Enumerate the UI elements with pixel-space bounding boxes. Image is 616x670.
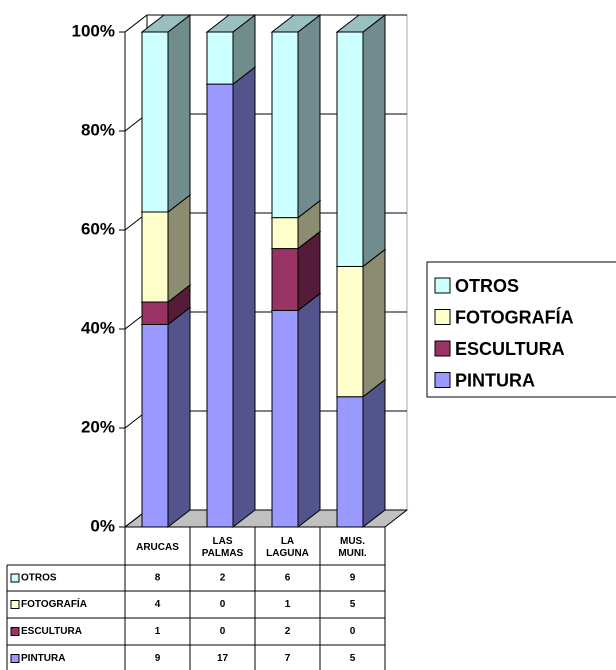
table-cell: 5 (350, 653, 356, 664)
bar (336, 31, 364, 267)
y-tick-label: 100% (72, 21, 115, 40)
y-tick-label: 0% (90, 516, 115, 535)
table-cell: 9 (350, 573, 356, 584)
bar (271, 217, 299, 250)
legend-label: ESCULTURA (455, 339, 565, 359)
bar (141, 301, 169, 325)
table-header: LAS PALMAS (202, 536, 244, 559)
table-cell: 5 (350, 599, 356, 610)
bar (271, 31, 299, 219)
bar-side (362, 248, 386, 398)
table-key (10, 627, 20, 636)
table-row-label: PINTURA (21, 653, 65, 664)
bar (336, 265, 364, 398)
table-cell: 0 (220, 626, 226, 637)
table-header: LA LAGUNA (266, 536, 309, 559)
bar (271, 248, 299, 311)
bar-side (167, 13, 191, 214)
bar-side (362, 378, 386, 529)
table-cell: 1 (155, 626, 161, 637)
table-cell: 4 (155, 599, 161, 610)
bar (206, 83, 234, 528)
table-cell: 0 (220, 599, 226, 610)
bar (141, 324, 169, 528)
bar (271, 309, 299, 528)
table-key (10, 654, 20, 663)
legend-swatch (434, 309, 451, 325)
legend-swatch (434, 340, 451, 357)
bar (336, 396, 364, 528)
legend-label: OTROS (455, 276, 519, 296)
table-cell: 7 (285, 653, 291, 664)
table-row-label: ESCULTURA (21, 626, 82, 637)
table-key (10, 600, 20, 609)
bar-side (167, 193, 191, 304)
table-cell: 2 (220, 573, 226, 584)
legend-swatch (434, 277, 451, 294)
y-tick-label: 60% (81, 219, 115, 238)
table-cell: 1 (285, 599, 291, 610)
bar-side (297, 13, 321, 219)
y-tick-label: 80% (81, 120, 115, 139)
table-row-label: OTROS (21, 573, 57, 584)
table-cell: 2 (285, 626, 291, 637)
table-cell: 9 (155, 653, 161, 664)
table-key (10, 573, 20, 583)
legend-label: FOTOGRAFÍA (455, 306, 574, 327)
bar-side (167, 306, 191, 529)
legend-label: PINTURA (455, 370, 535, 390)
table-cell: 8 (155, 573, 161, 584)
bar (206, 31, 234, 85)
bar (141, 31, 169, 213)
bar-side (232, 66, 256, 529)
y-tick-label: 20% (81, 417, 115, 436)
bar (141, 211, 169, 303)
table-header: ARUCAS (136, 542, 179, 553)
table-cell: 0 (350, 626, 356, 637)
table-cell: 17 (217, 653, 229, 664)
bar-side (297, 292, 321, 529)
legend-box (426, 261, 616, 398)
table-header: MUS. MUNI. (338, 536, 367, 559)
legend-swatch (434, 372, 451, 388)
y-tick-label: 40% (81, 318, 115, 337)
bar-side (362, 13, 386, 268)
table-cell: 6 (285, 573, 291, 584)
table-row-label: FOTOGRAFÍA (21, 597, 87, 610)
